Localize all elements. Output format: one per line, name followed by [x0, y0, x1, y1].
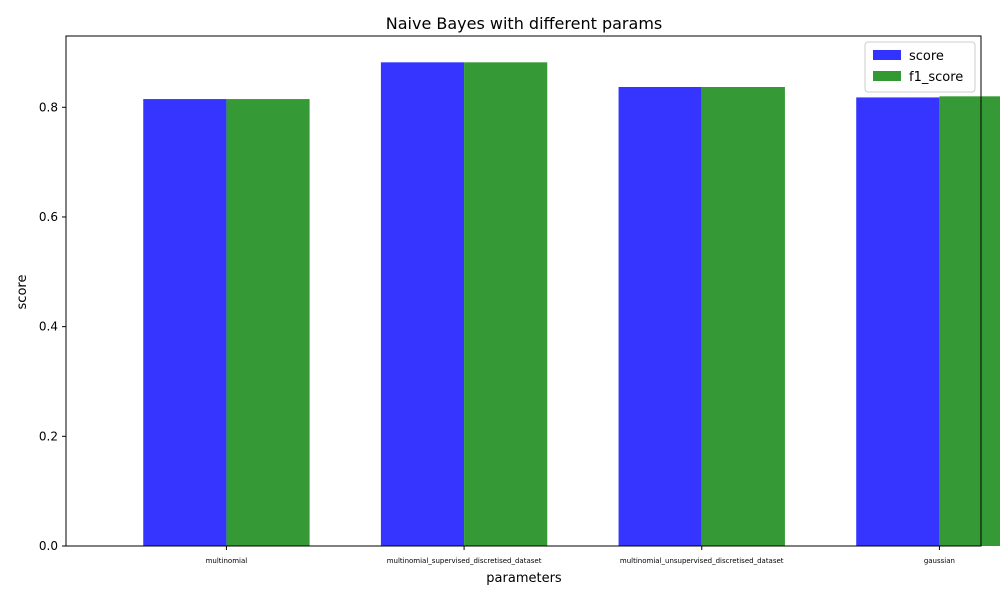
- y-axis-label: score: [15, 275, 30, 310]
- y-tick-label: 0.6: [39, 210, 58, 224]
- plot-frame: [65, 35, 982, 547]
- x-tick-label: gaussian: [924, 557, 955, 565]
- x-tick-label: multinomial_unsupervised_discretised_dat…: [620, 557, 784, 565]
- axes-layer: 0.0 0.2 0.4 0.6 0.8 multinomial multinomial_su…: [39, 35, 982, 565]
- bar-score-3: [856, 97, 940, 546]
- y-tick-label: 0.8: [39, 100, 58, 114]
- legend-swatch-f1_score: [873, 71, 901, 81]
- legend-swatch-score: [873, 50, 901, 60]
- x-tick-label: multinomial_supervised_discretised_datas…: [387, 557, 542, 565]
- bar-f1_score-0: [226, 99, 310, 546]
- bar-score-2: [618, 87, 702, 546]
- chart-title: Naive Bayes with different params: [386, 14, 662, 33]
- y-tick-label: 0.0: [39, 539, 58, 553]
- bar-f1_score-3: [939, 96, 1000, 547]
- bar-f1_score-1: [464, 62, 548, 547]
- x-tick-label: multinomial: [206, 557, 248, 565]
- bar-f1_score-2: [701, 87, 785, 546]
- y-tick-label: 0.2: [39, 429, 58, 443]
- bar-score-0: [143, 99, 227, 546]
- bar-score-1: [380, 62, 465, 547]
- x-axis-label: parameters: [486, 571, 562, 586]
- legend-label-score: score: [909, 49, 944, 64]
- bars-layer: [143, 62, 1000, 547]
- legend-label-f1_score: f1_score: [909, 70, 963, 85]
- y-tick-label: 0.4: [39, 320, 58, 334]
- legend: score f1_score: [864, 41, 976, 93]
